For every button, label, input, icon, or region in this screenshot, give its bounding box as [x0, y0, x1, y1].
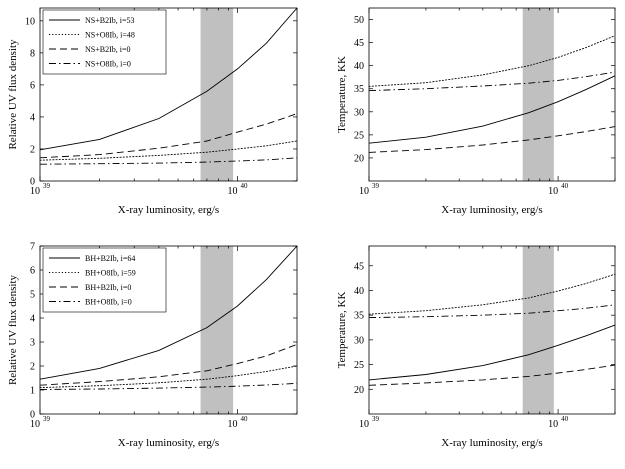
x-tick-label-base: 10: [30, 186, 40, 197]
y-tick-label: 10: [25, 16, 35, 27]
y-tick-label: 20: [354, 385, 364, 396]
series-line-solid: [39, 245, 298, 380]
y-axis-label: Relative UV flux density: [7, 274, 19, 385]
legend-label: NS+O8Ib, i=0: [85, 60, 131, 69]
y-tick-label: 0: [30, 410, 35, 421]
y-tick-label: 7: [30, 242, 35, 253]
y-tick-label: 40: [354, 61, 364, 72]
y-tick-label: 1: [30, 386, 35, 397]
series-line-dashed: [368, 364, 616, 386]
legend-label: BH+O8Ib, i=59: [85, 269, 136, 278]
x-tick-label-base: 10: [228, 186, 238, 197]
y-tick-label: 35: [354, 311, 364, 322]
y-tick-label: 25: [354, 130, 364, 141]
legend-label: BH+O8Ib, i=0: [85, 298, 132, 307]
x-tick-label-exponent: 40: [241, 415, 249, 423]
legend-label: BH+B2Ib, i=0: [85, 283, 131, 292]
y-tick-label: 0: [30, 177, 35, 188]
series-line-dotted: [368, 273, 616, 315]
y-tick-label: 6: [30, 266, 35, 277]
series-line-solid: [368, 75, 616, 144]
y-tick-label: 2: [30, 362, 35, 373]
x-tick-label-base: 10: [359, 419, 369, 430]
y-tick-label: 35: [354, 84, 364, 95]
y-tick-label: 2: [30, 144, 35, 155]
series-line-dashdot: [368, 304, 616, 319]
plot-frame: [39, 7, 298, 182]
shaded-band: [522, 246, 554, 414]
x-axis-label: X-ray luminosity, erg/s: [441, 437, 542, 449]
y-tick-label: 45: [354, 261, 364, 272]
series-line-dashed: [39, 113, 298, 159]
x-tick-label-base: 10: [548, 419, 558, 430]
legend-label: NS+O8Ib, i=48: [85, 31, 135, 40]
x-tick-label-exponent: 39: [372, 415, 380, 423]
legend-label: BH+B2Ib, i=64: [85, 254, 135, 263]
series-line-dashdot: [368, 71, 616, 92]
y-tick-label: 45: [354, 38, 364, 49]
series-line-dotted: [368, 35, 616, 87]
x-tick-label-base: 10: [359, 186, 369, 197]
x-tick-label-exponent: 39: [43, 182, 51, 190]
y-tick-label: 20: [354, 153, 364, 164]
y-axis-label: Temperature, KK: [336, 292, 348, 369]
x-tick-label-base: 10: [228, 419, 238, 430]
x-tick-label-base: 10: [548, 186, 558, 197]
x-tick-label-exponent: 39: [43, 415, 51, 423]
y-tick-label: 6: [30, 80, 35, 91]
y-tick-label: 3: [30, 338, 35, 349]
y-tick-label: 4: [30, 112, 35, 123]
x-tick-label-exponent: 39: [372, 182, 380, 190]
legend-label: NS+B2Ib, i=53: [85, 16, 134, 25]
x-axis-label: X-ray luminosity, erg/s: [118, 204, 219, 216]
series-line-solid: [39, 7, 298, 151]
x-axis-label: X-ray luminosity, erg/s: [441, 204, 542, 216]
y-tick-label: 4: [30, 314, 35, 325]
y-tick-label: 40: [354, 286, 364, 297]
y-tick-label: 5: [30, 290, 35, 301]
shaded-band: [200, 246, 234, 414]
x-tick-label-base: 10: [30, 419, 40, 430]
series-line-dotted: [39, 140, 298, 161]
y-tick-label: 25: [354, 360, 364, 371]
y-axis-label: Temperature, KK: [336, 56, 348, 133]
series-line-dotted: [39, 365, 298, 389]
shaded-band: [200, 8, 234, 181]
x-axis-label: X-ray luminosity, erg/s: [118, 437, 219, 449]
y-tick-label: 50: [354, 15, 364, 26]
plot-frame: [368, 245, 616, 415]
x-tick-label-exponent: 40: [561, 182, 569, 190]
y-tick-label: 8: [30, 48, 35, 59]
shaded-band: [522, 8, 554, 181]
y-tick-label: 30: [354, 335, 364, 346]
series-line-dashdot: [39, 157, 298, 165]
x-tick-label-exponent: 40: [561, 415, 569, 423]
legend-label: NS+B2Ib, i=0: [85, 45, 130, 54]
x-tick-label-exponent: 40: [241, 182, 249, 190]
y-axis-label: Relative UV flux density: [7, 39, 19, 150]
plot-frame: [368, 7, 616, 182]
series-line-solid: [368, 324, 616, 381]
series-line-dashed: [39, 343, 298, 386]
y-tick-label: 30: [354, 107, 364, 118]
series-line-dashed: [368, 126, 616, 153]
plot-frame: [39, 245, 298, 415]
series-line-dashdot: [39, 382, 298, 390]
